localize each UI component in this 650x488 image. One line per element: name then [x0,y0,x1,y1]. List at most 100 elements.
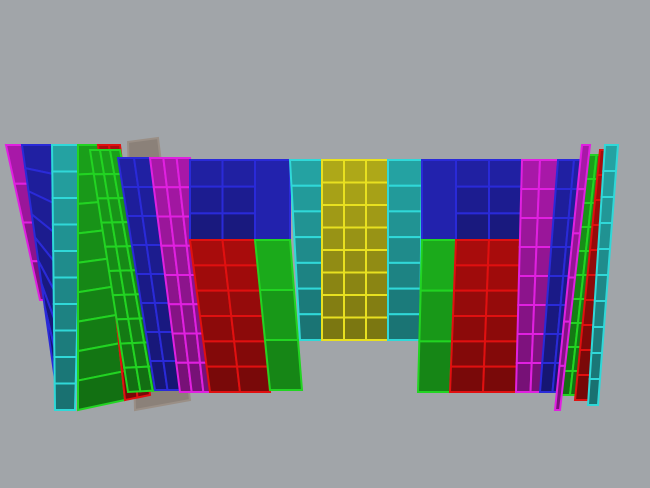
panel-cell [189,185,224,215]
panel-cell [515,333,534,364]
panel-cell [450,315,488,343]
panel-cell [418,289,456,343]
panel-cell [53,356,78,385]
panel-cell [365,294,389,319]
panel-cell [365,159,389,184]
panel-cell [365,316,389,341]
panel-cell [205,365,242,393]
panel-cell [195,289,233,317]
panel-cell [293,236,323,264]
panel-cell [233,340,269,368]
panel-cell [343,294,367,319]
panel-cell [486,239,524,267]
panel-cell [253,239,296,291]
panel-cell [481,365,519,393]
panel-cell [483,315,521,343]
panel-cell [343,226,367,251]
panel-cell [517,246,538,277]
panel-cell [254,159,291,241]
panel-cell [387,236,423,264]
panel-cell [192,264,230,292]
cyan-right [586,144,620,406]
panel-cell [52,303,79,332]
panel-cell [294,261,323,290]
panel-cell [343,271,367,296]
panel-cell [592,300,608,328]
panel-cell [296,287,323,316]
panel-cell [595,248,612,276]
panel-cell [227,289,264,317]
panel-cell [387,313,422,341]
cyan-left [50,144,84,411]
panel-cell [452,264,490,292]
panel-cell [365,181,389,206]
panel-cell [52,276,80,305]
panel-cell [449,340,487,368]
panel-cell [416,340,454,393]
panel-cell [514,362,533,393]
panel-cell [221,239,259,267]
panel-cell [365,226,389,251]
panel-cell [387,184,423,213]
yellow-c5 [321,159,389,341]
cyan-c4 [288,159,323,341]
panel-cell [343,249,367,274]
panel-cell [485,264,523,292]
panel-cell [387,210,423,239]
panel-cell [288,159,323,187]
panel-cell [51,170,83,199]
panel-cell [365,271,389,296]
panel-cell [387,159,424,187]
panel-cell [455,212,490,241]
panel-cell [258,289,300,341]
panel-cell [598,196,616,224]
panel-cell [230,315,267,343]
panel-cell [221,185,256,215]
panel-cell [520,159,542,190]
panel-cell [297,313,323,341]
blue-c2-top [189,159,256,241]
panel-cell [586,378,602,406]
panel-cell [53,382,77,411]
panel-cell [290,184,323,213]
panel-cell [188,239,227,267]
panel-cell [553,364,567,411]
panel-cell [321,294,345,319]
panel-cell [455,185,490,215]
panel-cell [448,365,486,393]
blue-c3-top [254,159,291,241]
panel-cell [488,185,523,215]
panel-cell [597,222,614,250]
panel-cell [593,274,610,302]
panel-cell [189,212,224,241]
panel-cell [321,271,345,296]
panel-cell [198,315,236,343]
panel-cell [235,365,272,393]
panel-cell [519,188,540,219]
panel-cell [453,239,491,267]
panel-cell [51,197,82,226]
panel-cell [387,261,422,290]
panel-cell [419,239,458,292]
red-c8-bot [448,239,524,393]
panel-cell [343,181,367,206]
panel-cell [602,144,620,172]
green-c3-bot [253,239,304,391]
panel-cell [590,326,606,354]
panel-cell [221,159,256,188]
panel-cell [202,340,239,368]
blue-c7-top [421,159,457,241]
blue-c1 [116,157,182,391]
panel-cell [343,204,367,229]
panel-cell [321,226,345,251]
magenta-right [553,144,592,411]
panel-cell [517,275,537,306]
panel-cell [321,181,345,206]
panel-cell [321,159,345,184]
panel-cell [488,159,523,188]
panel-cell [224,264,262,292]
panel-cell [518,217,539,248]
panel-cell [263,339,304,391]
panel-cell [321,249,345,274]
